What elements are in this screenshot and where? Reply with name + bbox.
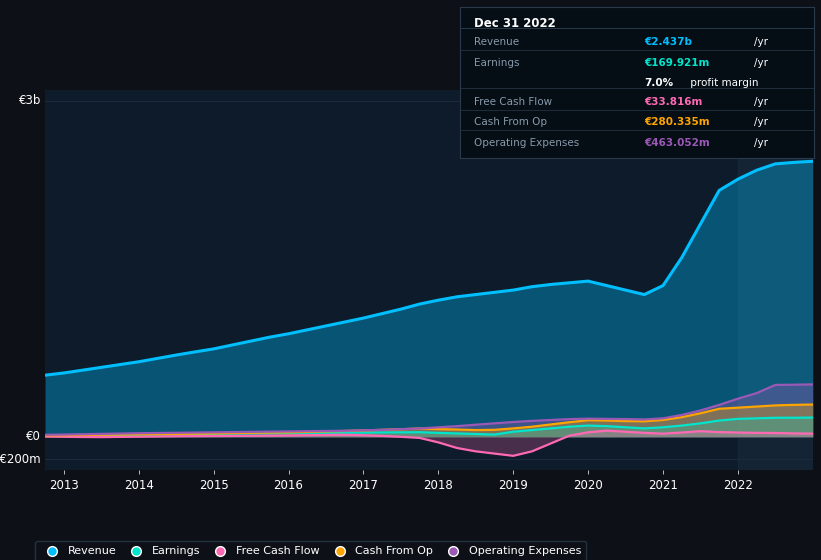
Text: €463.052m: €463.052m bbox=[644, 138, 710, 148]
Text: Earnings: Earnings bbox=[474, 58, 520, 68]
Text: €3b: €3b bbox=[19, 94, 41, 108]
Text: €2.437b: €2.437b bbox=[644, 37, 692, 47]
Text: /yr: /yr bbox=[754, 58, 768, 68]
Text: Dec 31 2022: Dec 31 2022 bbox=[474, 17, 556, 30]
Text: €169.921m: €169.921m bbox=[644, 58, 709, 68]
Text: profit margin: profit margin bbox=[686, 78, 759, 88]
Text: €0: €0 bbox=[26, 430, 41, 444]
Text: /yr: /yr bbox=[754, 97, 768, 108]
Text: Cash From Op: Cash From Op bbox=[474, 117, 547, 127]
Text: €33.816m: €33.816m bbox=[644, 97, 703, 108]
Text: €280.335m: €280.335m bbox=[644, 117, 710, 127]
Text: Revenue: Revenue bbox=[474, 37, 519, 47]
Text: /yr: /yr bbox=[754, 117, 768, 127]
Bar bbox=[738, 90, 813, 470]
Text: Operating Expenses: Operating Expenses bbox=[474, 138, 579, 148]
Text: Free Cash Flow: Free Cash Flow bbox=[474, 97, 552, 108]
Text: -€200m: -€200m bbox=[0, 452, 41, 466]
Legend: Revenue, Earnings, Free Cash Flow, Cash From Op, Operating Expenses: Revenue, Earnings, Free Cash Flow, Cash … bbox=[35, 541, 586, 560]
Text: /yr: /yr bbox=[754, 37, 768, 47]
Text: 7.0%: 7.0% bbox=[644, 78, 673, 88]
Text: /yr: /yr bbox=[754, 138, 768, 148]
